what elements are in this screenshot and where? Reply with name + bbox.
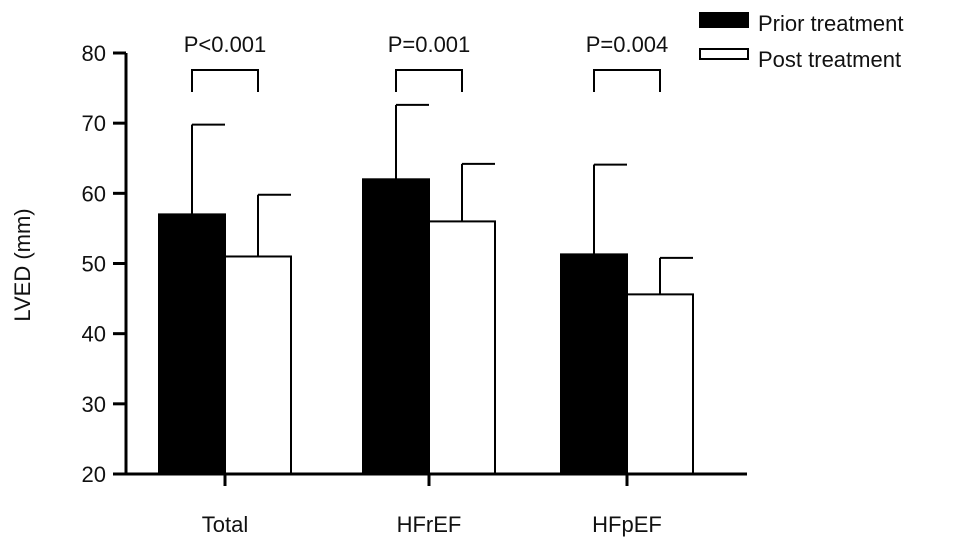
significance-bracket <box>593 69 661 92</box>
bar-post-hfpef <box>626 293 694 475</box>
x-tick-label: HFpEF <box>592 512 662 537</box>
legend-label-post: Post treatment <box>758 47 901 72</box>
y-tick-label: 80 <box>82 41 106 66</box>
y-axis-label: LVED (mm) <box>10 208 35 321</box>
y-tick-label: 20 <box>82 462 106 487</box>
y-tick-label: 40 <box>82 322 106 347</box>
significance-bracket <box>191 69 259 92</box>
bar-prior-total <box>158 213 226 475</box>
legend-label-prior: Prior treatment <box>758 11 904 36</box>
bar-post-total <box>224 255 292 475</box>
bar-prior-hfpef <box>560 253 628 475</box>
p-value-annotation: P=0.004 <box>586 32 669 57</box>
legend-swatch-post <box>699 48 749 60</box>
p-value-annotation: P<0.001 <box>184 32 267 57</box>
y-tick-label: 50 <box>82 252 106 277</box>
bar-post-hfref <box>428 220 496 475</box>
significance-bracket <box>395 69 463 92</box>
p-value-annotation: P=0.001 <box>388 32 471 57</box>
y-tick-label: 60 <box>82 181 106 206</box>
bar-prior-hfref <box>362 178 430 476</box>
y-tick-label: 70 <box>82 111 106 136</box>
x-tick-label: Total <box>202 512 248 537</box>
x-tick-label: HFrEF <box>397 512 462 537</box>
legend-swatch-prior <box>699 12 749 28</box>
y-tick-label: 30 <box>82 392 106 417</box>
